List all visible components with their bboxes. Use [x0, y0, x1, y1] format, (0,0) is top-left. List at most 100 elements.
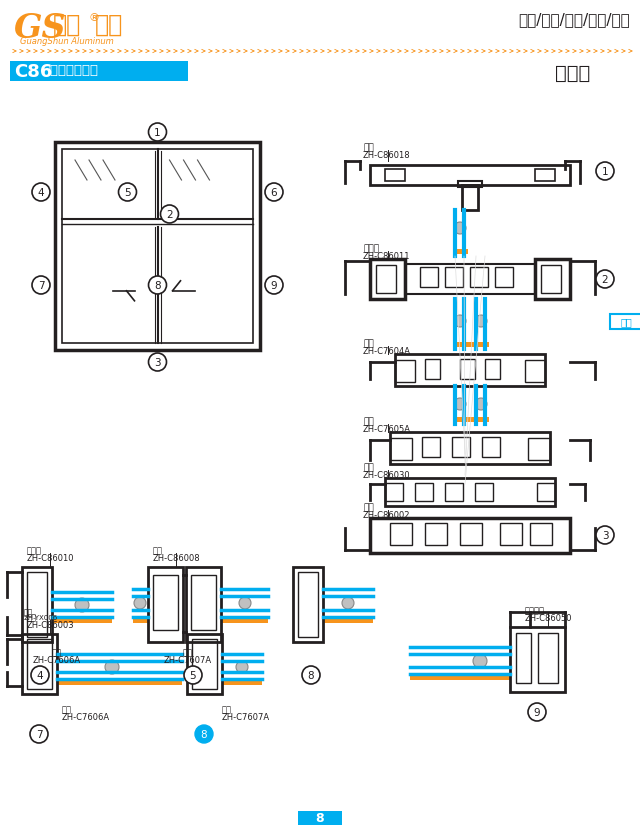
Text: 压板: 压板 — [24, 607, 33, 616]
Text: ZH-YX006: ZH-YX006 — [24, 614, 58, 620]
Circle shape — [454, 399, 466, 410]
Bar — [390, 438, 412, 461]
Bar — [415, 484, 433, 501]
Circle shape — [148, 354, 166, 371]
Bar — [133, 617, 148, 624]
Text: 5: 5 — [189, 670, 196, 680]
Text: 4: 4 — [36, 670, 44, 680]
Circle shape — [195, 725, 213, 743]
Text: 边框: 边框 — [27, 612, 37, 621]
Bar — [390, 433, 550, 465]
Text: 4: 4 — [38, 188, 44, 198]
Text: 8: 8 — [201, 729, 207, 739]
Text: 8: 8 — [154, 280, 161, 290]
Bar — [455, 250, 468, 255]
Circle shape — [134, 597, 146, 609]
Bar — [57, 679, 182, 686]
Text: 9: 9 — [271, 280, 277, 290]
Circle shape — [265, 277, 283, 294]
Bar — [62, 150, 253, 343]
Circle shape — [475, 399, 487, 410]
Text: 边框收口: 边框收口 — [525, 605, 545, 614]
Bar — [425, 523, 447, 545]
Circle shape — [473, 654, 487, 668]
Text: 装配图: 装配图 — [555, 64, 590, 83]
Text: 下方: 下方 — [363, 417, 374, 425]
Bar — [537, 484, 555, 501]
Bar — [422, 437, 440, 457]
Bar — [395, 355, 545, 386]
Circle shape — [105, 660, 119, 674]
Circle shape — [32, 277, 50, 294]
Bar — [192, 639, 217, 689]
Bar — [470, 268, 488, 288]
Bar — [525, 361, 545, 383]
Bar — [535, 170, 555, 182]
Text: GS: GS — [14, 12, 67, 45]
Bar — [538, 633, 558, 683]
Text: C86: C86 — [14, 63, 52, 81]
Circle shape — [528, 703, 546, 721]
Text: 铝材: 铝材 — [95, 13, 124, 37]
Bar — [535, 260, 570, 299]
Circle shape — [30, 725, 48, 743]
Bar — [370, 165, 570, 186]
Text: 3: 3 — [602, 530, 608, 540]
Text: 1: 1 — [154, 128, 161, 138]
Circle shape — [454, 222, 466, 235]
Text: 7: 7 — [38, 280, 44, 290]
Bar — [458, 182, 482, 188]
Circle shape — [161, 206, 179, 224]
Text: ZH-C86018: ZH-C86018 — [363, 151, 411, 160]
Bar — [610, 314, 640, 330]
Text: 广舜: 广舜 — [53, 13, 81, 37]
Text: 1: 1 — [602, 167, 608, 177]
Bar — [27, 572, 47, 638]
Text: 8: 8 — [316, 811, 324, 825]
Bar — [10, 62, 188, 82]
Text: 系列普通推拉窗: 系列普通推拉窗 — [42, 64, 98, 77]
Circle shape — [75, 598, 89, 612]
Text: ZH-C7607A: ZH-C7607A — [164, 655, 212, 664]
Text: 窗上滑: 窗上滑 — [363, 244, 379, 253]
Text: 喷涂/电泳/木纹/氧化/香槟: 喷涂/电泳/木纹/氧化/香槟 — [518, 12, 630, 27]
Circle shape — [236, 662, 248, 673]
Bar — [530, 523, 552, 545]
Text: 纱框: 纱框 — [363, 462, 374, 471]
Bar — [153, 576, 178, 630]
Bar — [475, 484, 493, 501]
Bar — [485, 360, 500, 380]
Text: 拼框板: 拼框板 — [27, 545, 42, 554]
Text: ZH-C86011: ZH-C86011 — [363, 251, 410, 261]
Text: 2: 2 — [602, 275, 608, 284]
Bar — [222, 679, 262, 686]
Text: ZH-C7606A: ZH-C7606A — [62, 712, 110, 721]
Text: GuangShun Aluminum: GuangShun Aluminum — [20, 37, 114, 46]
Circle shape — [32, 184, 50, 202]
Text: 8: 8 — [308, 670, 314, 680]
Bar — [190, 62, 193, 82]
Circle shape — [148, 277, 166, 294]
Text: ZH-C86003: ZH-C86003 — [27, 620, 75, 629]
Text: 下滑: 下滑 — [363, 502, 374, 511]
Bar — [22, 634, 57, 694]
Text: 7: 7 — [36, 729, 42, 739]
Circle shape — [265, 184, 283, 202]
Circle shape — [596, 270, 614, 289]
Circle shape — [342, 597, 354, 609]
Bar — [186, 567, 221, 643]
Text: 边框: 边框 — [363, 143, 374, 152]
Bar — [528, 438, 550, 461]
Circle shape — [302, 667, 320, 684]
Bar — [390, 523, 412, 545]
Bar — [541, 265, 561, 294]
Bar — [27, 639, 52, 689]
Bar — [385, 479, 555, 506]
Bar — [191, 576, 216, 630]
Bar — [445, 268, 463, 288]
Bar — [516, 633, 531, 683]
Text: ZH-C7604A: ZH-C7604A — [363, 347, 411, 356]
Text: ZH-C86010: ZH-C86010 — [27, 553, 74, 562]
Circle shape — [184, 667, 202, 684]
Bar — [298, 572, 318, 638]
